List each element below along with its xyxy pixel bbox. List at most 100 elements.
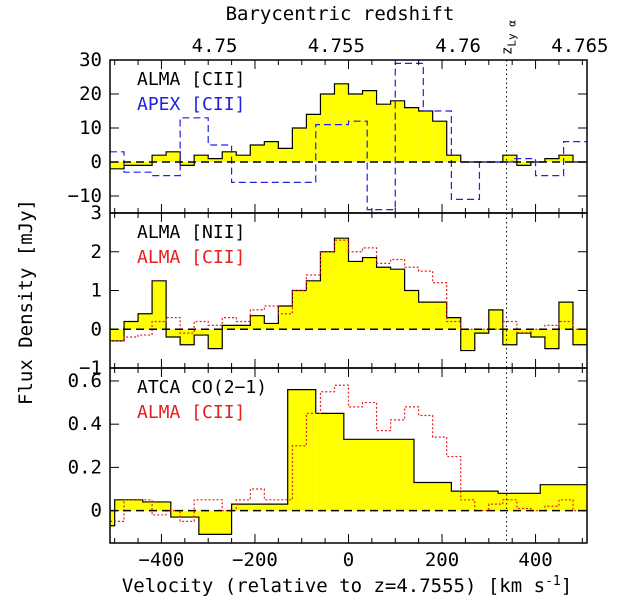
x-tick-label: −200 [232, 549, 278, 571]
bar-1-10 [250, 145, 265, 162]
y-axis-label: Flux Density [mJy] [15, 199, 37, 405]
x-tick-label: 0 [343, 549, 354, 571]
bar-2-23 [432, 302, 447, 330]
bar-2-19 [376, 267, 391, 330]
bar-1-5 [180, 162, 195, 166]
y-tick-label: 20 [79, 83, 102, 105]
panel-1 [110, 60, 587, 213]
bar-2-18 [362, 257, 377, 330]
bar-1-12 [278, 148, 293, 162]
bar-2-13 [292, 290, 307, 330]
y-tick-label: 10 [79, 117, 102, 139]
bar-1-15 [320, 94, 335, 162]
bar-1-9 [236, 155, 251, 162]
bar-3-5 [231, 504, 288, 511]
bar-1-24 [446, 155, 461, 162]
bar-2-24 [446, 317, 461, 330]
bar-2-4 [166, 329, 181, 337]
y-tick-label: 0 [91, 500, 102, 522]
bar-1-1 [124, 162, 139, 166]
y-tick-label: 0.4 [68, 413, 102, 435]
legend-entry: ALMA [CII] [137, 69, 245, 90]
legend-entry: APEX [CII] [137, 94, 245, 115]
bar-2-2 [138, 313, 153, 330]
bar-2-30 [530, 329, 545, 337]
panel-plot-area [110, 368, 587, 543]
legend-entry: ATCA CO(2−1) [137, 377, 267, 398]
panel-frame [109, 367, 588, 544]
bar-2-11 [264, 323, 279, 330]
bar-3-0 [110, 510, 115, 526]
bar-1-0 [110, 162, 125, 169]
panel-plot-area [110, 213, 587, 368]
bar-1-22 [418, 111, 433, 162]
z-lya-label-z: z [500, 47, 516, 55]
legend-entry: ALMA [NII] [137, 222, 245, 243]
bar-2-9 [236, 325, 251, 330]
z-lya-label-sub: Ly α [506, 20, 519, 47]
bar-2-12 [278, 306, 293, 330]
bar-1-23 [432, 121, 447, 162]
bar-1-21 [404, 107, 419, 162]
bar-3-3 [170, 510, 199, 518]
bar-2-22 [418, 302, 433, 330]
bar-2-21 [404, 290, 419, 330]
bar-2-32 [558, 302, 573, 330]
x-tick-label: −400 [139, 549, 185, 571]
bar-2-29 [516, 329, 531, 334]
bar-1-7 [208, 158, 223, 162]
bar-2-27 [488, 309, 503, 330]
series-line-1-1 [110, 83, 587, 170]
y-tick-label: 3 [91, 202, 102, 224]
legend-entry: ALMA [CII] [137, 247, 245, 268]
bar-3-9 [413, 482, 452, 511]
bar-2-10 [250, 315, 265, 330]
series-line-3-1 [110, 389, 587, 535]
bar-2-33 [572, 329, 587, 345]
y-tick-label: 0.6 [68, 370, 102, 392]
legend-entry: ALMA [CII] [137, 402, 245, 423]
bar-3-12 [540, 484, 587, 511]
panel-2 [110, 213, 587, 368]
panel-plot-area [110, 60, 587, 213]
bar-3-4 [198, 510, 232, 535]
y-tick-label: 30 [79, 49, 102, 71]
series-line-2-2 [110, 239, 587, 342]
y-tick-label: 2 [91, 241, 102, 263]
bar-3-1 [114, 499, 143, 511]
series-line-3-2 [110, 384, 587, 522]
top-tick-label: 4.765 [551, 35, 608, 57]
bar-1-16 [334, 83, 349, 162]
bar-1-18 [362, 90, 377, 162]
top-tick-label: 4.75 [192, 35, 238, 57]
bar-1-11 [264, 141, 279, 162]
y-tick-label: 0 [91, 318, 102, 340]
bar-1-32 [558, 155, 573, 162]
bar-2-26 [474, 329, 489, 334]
bar-2-16 [334, 238, 349, 330]
bar-1-3 [152, 155, 167, 162]
bar-2-0 [110, 329, 125, 341]
bar-1-17 [348, 94, 363, 162]
y-tick-label: 0 [91, 151, 102, 173]
bar-2-5 [180, 329, 195, 345]
bar-2-3 [152, 280, 167, 330]
bar-2-14 [306, 280, 321, 330]
bar-2-17 [348, 261, 363, 330]
y-tick-label: 1 [91, 280, 102, 302]
bar-3-11 [498, 493, 541, 511]
x-tick-label: 400 [518, 549, 552, 571]
bar-1-4 [166, 151, 181, 162]
top-tick-label: 4.755 [308, 35, 365, 57]
bar-1-31 [544, 158, 559, 162]
y-tick-label: −1 [79, 357, 102, 379]
bar-2-25 [460, 329, 475, 351]
bar-2-31 [544, 329, 559, 349]
series-line-2-1 [110, 237, 587, 352]
top-axis-label: Barycentric redshift [226, 3, 455, 25]
y-tick-label: 0.2 [68, 456, 102, 478]
bar-2-15 [320, 251, 335, 330]
bar-3-7 [315, 413, 344, 511]
